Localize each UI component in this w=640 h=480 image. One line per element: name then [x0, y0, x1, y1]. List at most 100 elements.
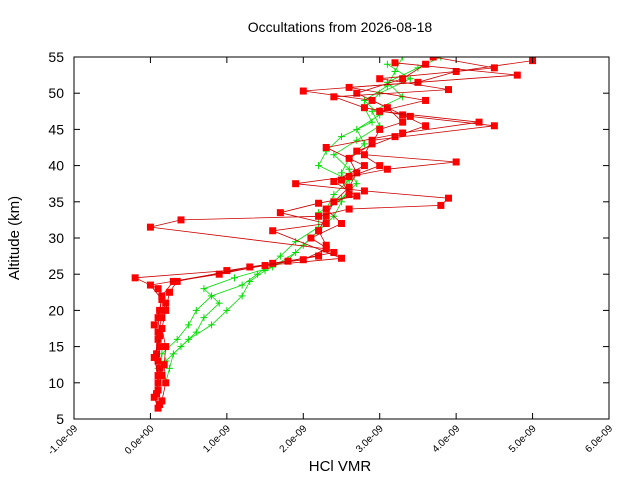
data-point-square — [360, 151, 368, 159]
data-point-plus — [437, 57, 445, 61]
data-point-square — [338, 220, 345, 228]
data-point-plus — [360, 140, 368, 148]
data-point-plus — [200, 285, 208, 293]
data-point-square — [338, 254, 345, 262]
x-axis-label: HCl VMR — [309, 458, 372, 475]
data-point-square — [269, 227, 277, 235]
data-point-square — [345, 191, 353, 199]
data-point-square — [353, 147, 361, 155]
data-point-plus — [173, 335, 181, 343]
data-point-square — [131, 274, 139, 282]
data-point-square — [166, 288, 174, 296]
data-point-square — [330, 93, 338, 101]
data-point-square — [445, 86, 452, 94]
data-point-plus — [177, 343, 185, 351]
data-point-square — [154, 335, 162, 343]
profile-line — [153, 63, 426, 409]
data-point-square — [292, 180, 300, 188]
data-point-square — [475, 118, 483, 126]
data-point-square — [330, 198, 338, 206]
data-point-plus — [399, 57, 407, 61]
data-point-square — [158, 397, 166, 405]
data-point-plus — [406, 75, 414, 83]
y-tick-label: 55 — [48, 49, 64, 65]
data-point-square — [154, 372, 162, 380]
data-point-square — [153, 390, 161, 398]
data-point-plus — [238, 281, 246, 289]
y-tick-label: 5 — [56, 411, 64, 427]
data-point-plus — [330, 191, 338, 199]
series-layer — [131, 57, 537, 412]
data-point-square — [246, 263, 254, 271]
data-point-plus — [315, 162, 323, 170]
data-point-square — [406, 112, 414, 120]
data-point-plus — [208, 292, 216, 300]
y-axis-label: Altitude (km) — [6, 196, 23, 280]
data-point-plus — [338, 133, 345, 141]
data-point-square — [513, 71, 521, 79]
data-point-square — [299, 256, 307, 264]
data-point-square — [299, 87, 307, 95]
data-point-square — [353, 192, 361, 200]
data-point-square — [154, 328, 162, 336]
data-point-square — [322, 205, 330, 213]
data-point-plus — [253, 270, 261, 278]
data-point-square — [490, 122, 498, 130]
data-point-plus — [338, 169, 345, 177]
data-point-square — [315, 227, 323, 235]
data-point-square — [376, 125, 384, 133]
data-point-square — [330, 248, 338, 256]
x-tick-label: 5.0e-09 — [507, 423, 539, 455]
data-point-square — [368, 140, 376, 148]
x-tick-label: 3.0e-09 — [354, 423, 386, 455]
data-point-square — [422, 96, 430, 104]
data-point-square — [360, 104, 368, 112]
data-point-square — [330, 178, 338, 186]
data-point-square — [360, 187, 368, 195]
data-point-square — [376, 107, 384, 115]
data-point-plus — [292, 248, 300, 256]
y-tick-label: 25 — [48, 266, 64, 282]
data-point-square — [158, 296, 166, 304]
data-point-square — [399, 129, 407, 137]
data-point-square — [376, 75, 384, 83]
data-point-plus — [292, 238, 300, 246]
data-point-square — [177, 216, 185, 224]
data-point-square — [156, 401, 164, 409]
data-point-square — [345, 172, 353, 180]
data-point-plus — [368, 118, 376, 126]
data-point-plus — [360, 96, 368, 104]
data-point-square — [158, 314, 166, 322]
data-point-square — [150, 393, 158, 401]
data-point-square — [315, 252, 323, 260]
y-tick-label: 30 — [48, 230, 64, 246]
data-point-plus — [383, 60, 391, 68]
y-tick-label: 15 — [48, 339, 64, 355]
data-point-plus — [330, 151, 338, 159]
x-tick-label: 2.0e-09 — [278, 423, 310, 455]
data-point-square — [368, 96, 376, 104]
data-point-plus — [238, 292, 246, 300]
x-tick-label: 1.0e-09 — [201, 423, 233, 455]
chart-title: Occultations from 2026-08-18 — [248, 19, 433, 35]
data-point-square — [284, 257, 292, 265]
data-point-square — [391, 59, 399, 67]
data-point-square — [399, 75, 407, 83]
y-tick-label: 40 — [48, 158, 64, 174]
x-tick-label: -1.0e-09 — [46, 423, 80, 457]
data-point-square — [307, 234, 315, 242]
data-point-plus — [345, 165, 353, 173]
data-point-square — [360, 162, 368, 170]
data-point-square — [261, 262, 269, 270]
data-point-square — [158, 372, 166, 380]
data-point-square — [345, 205, 353, 213]
data-point-square — [154, 404, 162, 412]
data-point-square — [353, 169, 361, 177]
data-point-square — [162, 306, 170, 314]
data-point-square — [345, 83, 353, 91]
data-point-square — [437, 201, 445, 209]
data-point-square — [391, 133, 399, 141]
data-point-square — [445, 194, 452, 202]
data-point-plus — [276, 252, 284, 260]
data-point-square — [162, 379, 170, 387]
